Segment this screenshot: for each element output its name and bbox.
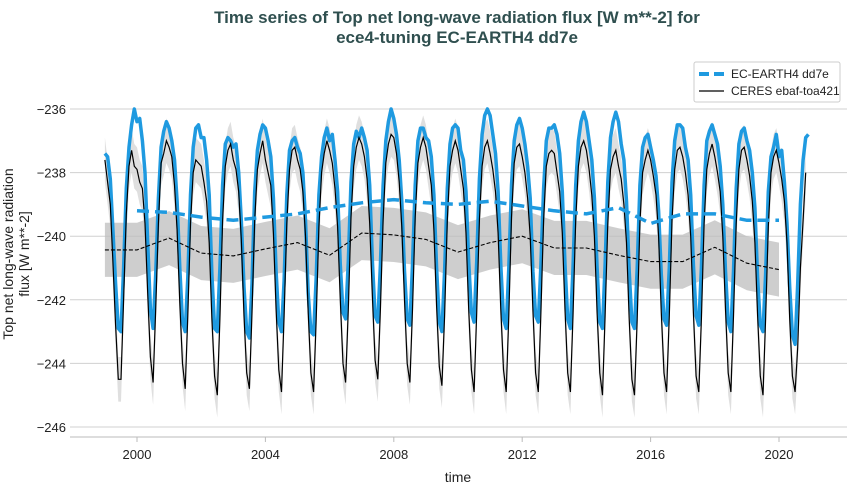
- y-tick-label: −238: [37, 166, 66, 181]
- x-tick-label: 2004: [251, 447, 280, 462]
- y-tick-label: −240: [37, 229, 66, 244]
- legend-box: [693, 61, 841, 103]
- x-tick-labels: 2000 2004 2008 2012 2016 2020: [123, 447, 794, 462]
- y-tick-label: −246: [37, 420, 66, 435]
- x-tick-label: 2008: [379, 447, 408, 462]
- y-axis-label-line-2: flux [W m**-2]: [16, 211, 32, 297]
- y-axis-label-line-1: Top net long-wave radiation: [0, 168, 16, 339]
- chart-title-line-1: Time series of Top net long-wave radiati…: [214, 8, 700, 27]
- y-tick-label: −244: [37, 356, 66, 371]
- legend: EC-EARTH4 dd7e CERES ebaf-toa421: [693, 61, 841, 103]
- y-tick-label: −236: [37, 102, 66, 117]
- legend-label-obs: CERES ebaf-toa421: [731, 84, 840, 98]
- x-tick-label: 2020: [765, 447, 794, 462]
- x-axis-label: time: [445, 469, 472, 485]
- obs-running-mean-line: [104, 232, 780, 271]
- obs-running-mean-band: [104, 206, 779, 297]
- axes: [70, 436, 847, 442]
- model-running-mean-line: [136, 197, 779, 226]
- legend-label-model: EC-EARTH4 dd7e: [731, 67, 829, 81]
- chart-title-line-2: ece4-tuning EC-EARTH4 dd7e: [336, 28, 578, 47]
- x-tick-label: 2000: [123, 447, 152, 462]
- model-monthly-line: [103, 107, 810, 347]
- series-lines: [103, 107, 810, 396]
- x-tick-label: 2016: [636, 447, 665, 462]
- obs-monthly-line: [104, 133, 807, 396]
- y-tick-labels: −236 −238 −240 −242 −244 −246: [37, 102, 66, 435]
- x-tick-label: 2012: [508, 447, 537, 462]
- y-tick-label: −242: [37, 293, 66, 308]
